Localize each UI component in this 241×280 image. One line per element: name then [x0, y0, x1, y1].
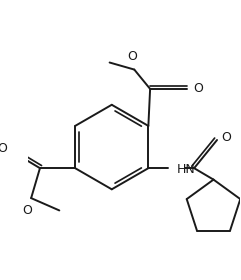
Text: O: O	[193, 82, 203, 95]
Text: O: O	[127, 50, 137, 62]
Text: HN: HN	[177, 163, 195, 176]
Text: O: O	[0, 142, 7, 155]
Text: O: O	[221, 131, 231, 144]
Text: O: O	[22, 204, 32, 217]
